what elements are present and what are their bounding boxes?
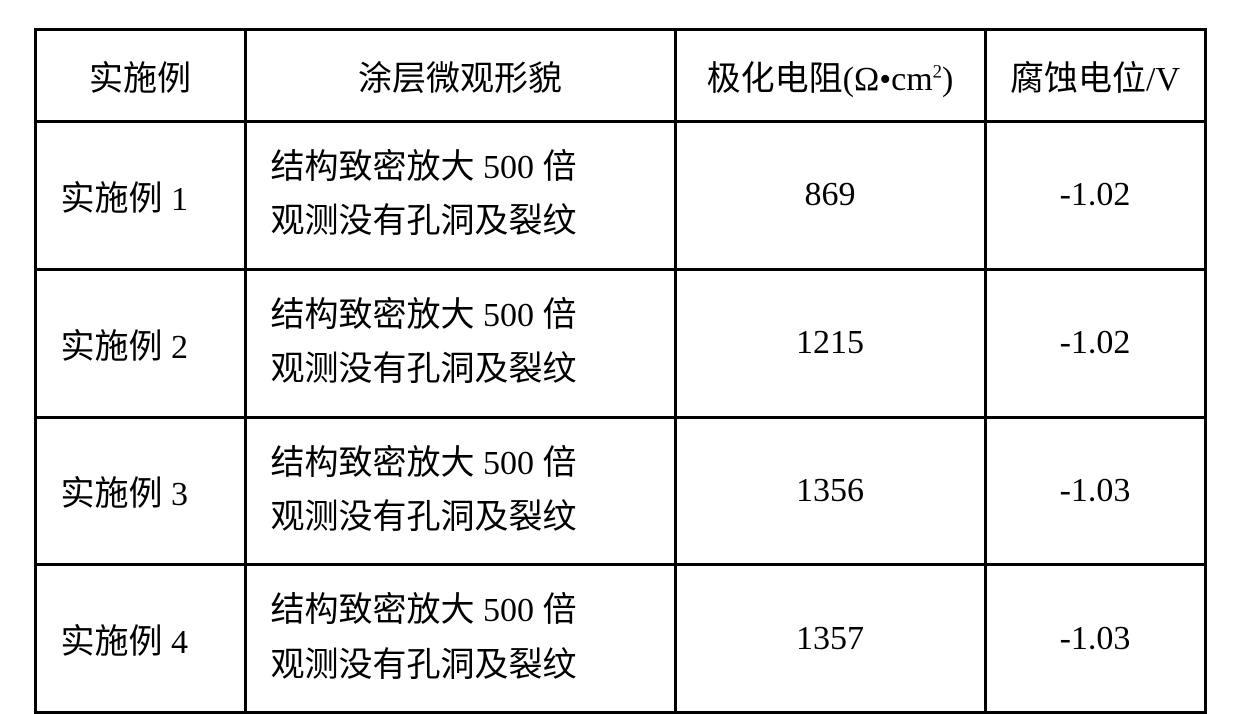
cell-morphology: 结构致密放大 500 倍 观测没有孔洞及裂纹: [245, 122, 675, 270]
col-header-example: 实施例: [35, 30, 245, 122]
data-table: 实施例 涂层微观形貌 极化电阻(Ω•cm2) 腐蚀电位/V 实施例 1 结构致密…: [34, 28, 1207, 714]
table-row: 实施例 3 结构致密放大 500 倍 观测没有孔洞及裂纹 1356 -1.03: [35, 417, 1205, 565]
cell-example: 实施例 2: [35, 269, 245, 417]
cell-corrosion: -1.02: [985, 269, 1205, 417]
col-header-polarization: 极化电阻(Ω•cm2): [675, 30, 985, 122]
cell-polarization: 1356: [675, 417, 985, 565]
cell-polarization: 1215: [675, 269, 985, 417]
page: 实施例 涂层微观形貌 极化电阻(Ω•cm2) 腐蚀电位/V 实施例 1 结构致密…: [0, 0, 1240, 702]
col-header-morphology: 涂层微观形貌: [245, 30, 675, 122]
table-row: 实施例 4 结构致密放大 500 倍 观测没有孔洞及裂纹 1357 -1.03: [35, 565, 1205, 713]
cell-example: 实施例 3: [35, 417, 245, 565]
table-row: 实施例 1 结构致密放大 500 倍 观测没有孔洞及裂纹 869 -1.02: [35, 122, 1205, 270]
col-header-corrosion: 腐蚀电位/V: [985, 30, 1205, 122]
table-header-row: 实施例 涂层微观形貌 极化电阻(Ω•cm2) 腐蚀电位/V: [35, 30, 1205, 122]
cell-morphology: 结构致密放大 500 倍 观测没有孔洞及裂纹: [245, 565, 675, 713]
table-row: 实施例 2 结构致密放大 500 倍 观测没有孔洞及裂纹 1215 -1.02: [35, 269, 1205, 417]
cell-example: 实施例 4: [35, 565, 245, 713]
cell-example: 实施例 1: [35, 122, 245, 270]
cell-corrosion: -1.03: [985, 565, 1205, 713]
cell-corrosion: -1.03: [985, 417, 1205, 565]
cell-morphology: 结构致密放大 500 倍 观测没有孔洞及裂纹: [245, 417, 675, 565]
cell-polarization: 1357: [675, 565, 985, 713]
cell-morphology: 结构致密放大 500 倍 观测没有孔洞及裂纹: [245, 269, 675, 417]
cell-corrosion: -1.02: [985, 122, 1205, 270]
cell-polarization: 869: [675, 122, 985, 270]
